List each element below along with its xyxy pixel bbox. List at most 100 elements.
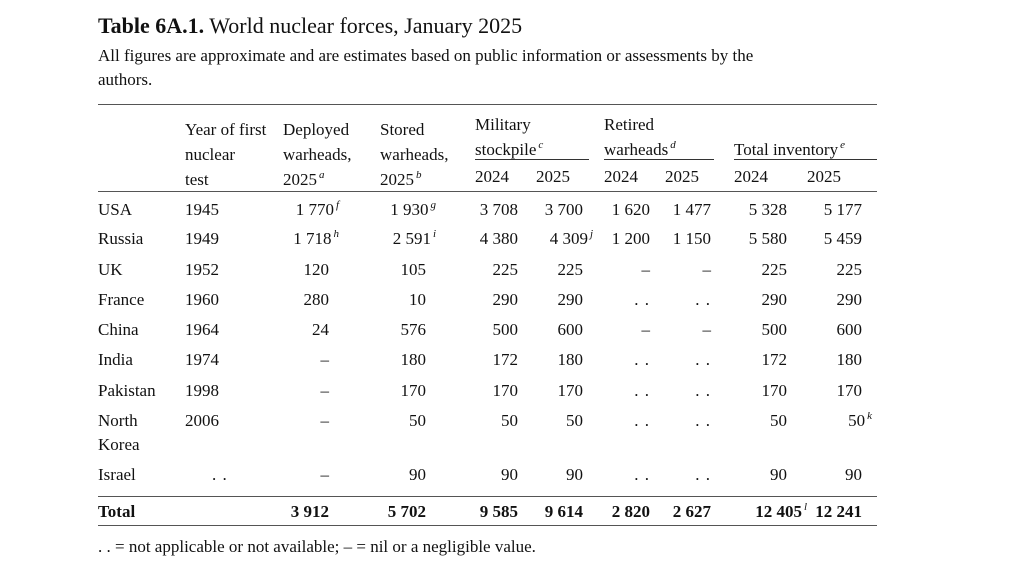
cell-mil25-value: 4 309	[549, 229, 588, 248]
table-title-text: World nuclear forces, January 2025	[209, 13, 523, 38]
cell-mil25-value: 290	[557, 290, 584, 309]
cell-stored-value: 50	[409, 411, 426, 430]
header-text: Year of first	[185, 120, 267, 139]
cell-mil25: 3 700	[545, 200, 583, 220]
cell-tot25-value: 290	[836, 290, 863, 309]
cell-tot24: 172	[762, 350, 788, 370]
cell-ret25: . .	[695, 350, 711, 370]
total-ret24: 2 820	[612, 502, 650, 522]
cell-ret24-value: 1 200	[611, 229, 650, 248]
cell-ret25-value: 1 477	[672, 200, 711, 219]
total-mil24-value: 9 585	[479, 502, 518, 521]
cell-ret25: 1 477	[673, 200, 711, 220]
cell-ret25: . .	[695, 381, 711, 401]
cell-test: 1998	[185, 381, 219, 401]
header-text: 2025	[380, 170, 414, 189]
cell-country-value: India	[98, 350, 133, 369]
cell-country: Israel	[98, 465, 136, 485]
total-ret24-value: 2 820	[611, 502, 650, 521]
cell-test: 1945	[185, 200, 219, 220]
header-text: Total inventory	[734, 140, 839, 159]
header-text: Deployed	[283, 120, 350, 139]
cell-country-value: USA	[98, 200, 133, 219]
cell-ret25: . .	[695, 411, 711, 431]
cell-country-line2: Korea	[98, 435, 140, 454]
cell-tot24-value: 172	[761, 350, 788, 369]
cell-country-value: Russia	[98, 229, 144, 248]
cell-test-value: 1998	[185, 381, 219, 400]
cell-mil25: 225	[558, 260, 584, 280]
cell-deployed: –	[321, 350, 330, 370]
cell-tot24: 50	[770, 411, 787, 431]
total-mil24: 9 585	[480, 502, 518, 522]
footnote-marker: a	[319, 169, 325, 182]
cell-ret24-value: 1 620	[611, 200, 650, 219]
cell-ret24-value: . .	[634, 350, 650, 369]
cell-test-value: 1964	[185, 320, 219, 339]
cell-mil24: 90	[501, 465, 518, 485]
total-tot24-value: 12 405	[755, 502, 802, 521]
cell-mil25-value: 225	[557, 260, 584, 279]
cell-stored-value: 576	[400, 320, 427, 339]
total-label: Total	[98, 502, 135, 522]
cell-ret25-value: . .	[695, 411, 711, 430]
total-ret25-value: 2 627	[672, 502, 711, 521]
cell-tot25: 5 459	[824, 229, 862, 249]
header-text: stockpile	[475, 140, 537, 159]
cell-mil25-value: 3 700	[544, 200, 583, 219]
cell-ret25: –	[703, 320, 712, 340]
total-tot24: 12 405 l	[755, 502, 807, 522]
header-text: Stored	[380, 120, 425, 139]
header-stored: Stored warheads, 2025 b	[380, 117, 448, 192]
cell-country-value: UK	[98, 260, 123, 279]
header-year: 2024	[475, 167, 509, 186]
cell-ret24: . .	[634, 465, 650, 485]
cell-tot25: 290	[837, 290, 863, 310]
cell-country: USA	[98, 200, 132, 220]
cell-tot25-value: 180	[836, 350, 863, 369]
cell-ret25-value: –	[702, 320, 712, 339]
cell-mil25: 50	[566, 411, 583, 431]
cell-deployed-value: 120	[303, 260, 330, 279]
cell-stored: 105	[401, 260, 427, 280]
cell-country-value: North	[98, 411, 138, 430]
cell-ret25-value: . .	[695, 350, 711, 369]
subtitle-line-2: authors.	[98, 70, 153, 89]
cell-mil24-value: 500	[492, 320, 519, 339]
cell-stored-value: 90	[409, 465, 426, 484]
header-text: Retired	[604, 115, 655, 134]
cell-country: India	[98, 350, 133, 370]
cell-test: 1964	[185, 320, 219, 340]
cell-deployed: –	[321, 381, 330, 401]
cell-stored-value: 2 591	[392, 229, 431, 248]
cell-tot24: 5 328	[749, 200, 787, 220]
cell-stored: 170	[401, 381, 427, 401]
cell-mil25: 90	[566, 465, 583, 485]
cell-mil24: 50	[501, 411, 518, 431]
cell-mil25-value: 600	[557, 320, 584, 339]
cell-ret24-value: –	[641, 320, 651, 339]
total-tot25: 12 241	[815, 502, 862, 522]
cell-stored: 2 591 i	[393, 229, 436, 249]
cell-tot25-value: 5 177	[823, 200, 862, 219]
cell-mil24: 4 380	[480, 229, 518, 249]
table-subtitle: All figures are approximate and are esti…	[98, 44, 888, 92]
cell-test-value: 1949	[185, 229, 219, 248]
header-text: warheads	[604, 140, 669, 159]
cell-ret24: 1 200	[612, 229, 650, 249]
cell-tot24: 170	[762, 381, 788, 401]
cell-country: North	[98, 411, 138, 431]
cell-tot24: 225	[762, 260, 788, 280]
cell-tot25-value: 225	[836, 260, 863, 279]
document: Table 6A.1. World nuclear forces, Januar…	[98, 12, 888, 92]
cell-mil25: 290	[558, 290, 584, 310]
footnote-marker: d	[670, 139, 676, 152]
cell-tot25-value: 50	[848, 411, 866, 430]
header-year: 2024	[604, 167, 638, 186]
cell-ret24: . .	[634, 381, 650, 401]
cell-ret24: . .	[634, 411, 650, 431]
cell-deployed: –	[321, 411, 330, 431]
header-military-stockpile: Military stockpile c	[475, 112, 543, 162]
header-text: Military	[475, 115, 531, 134]
cell-mil24-value: 225	[492, 260, 519, 279]
